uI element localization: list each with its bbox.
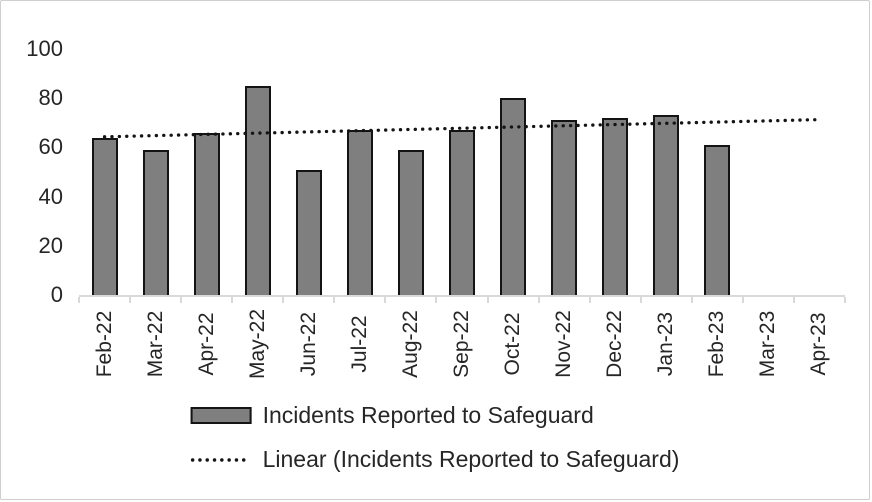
x-axis-tick	[282, 297, 285, 303]
x-axis-tick	[639, 297, 642, 303]
bar-Apr-22	[193, 132, 220, 295]
x-axis-tick	[792, 297, 795, 303]
x-tick-label-Apr-23: Apr-23	[807, 312, 831, 376]
dotted-line-swatch	[190, 457, 252, 462]
x-tick-label-Feb-22: Feb-22	[92, 310, 116, 378]
x-axis-tick	[537, 297, 540, 303]
x-tick-label-Dec-22: Dec-22	[603, 310, 627, 378]
x-tick-label-Feb-23: Feb-23	[705, 310, 729, 378]
x-axis-tick	[486, 297, 489, 303]
x-tick-label-Oct-22: Oct-22	[501, 312, 525, 376]
legend-item-bars: Incidents Reported to Safeguard	[190, 402, 594, 429]
y-tick-label: 20	[38, 232, 63, 258]
y-tick-label: 80	[38, 85, 63, 111]
x-axis-tick	[844, 297, 846, 303]
x-tick-label-Jan-23: Jan-23	[654, 311, 678, 377]
x-axis-tick	[588, 297, 591, 303]
x-tick-label-Apr-22: Apr-22	[194, 312, 218, 376]
x-tick-label-Mar-22: Mar-22	[143, 310, 167, 378]
legend-item-trendline: Linear (Incidents Reported to Safeguard)	[190, 446, 680, 473]
y-tick-label: 60	[38, 134, 63, 160]
y-tick-label: 0	[50, 282, 63, 307]
bar-Jun-22	[295, 169, 322, 295]
x-axis-tick	[690, 297, 693, 303]
x-tick-label-Sep-22: Sep-22	[450, 310, 473, 378]
bar-Sep-22	[449, 130, 475, 295]
bar-Jul-22	[346, 130, 373, 295]
x-axis-tick	[78, 297, 80, 303]
bar-May-22	[244, 85, 271, 295]
x-axis-tick	[435, 297, 438, 303]
bar-Feb-23	[704, 144, 731, 295]
y-tick-label: 40	[38, 183, 63, 209]
plot-area	[79, 49, 845, 297]
bar-Jan-23	[653, 115, 680, 295]
bar-Aug-22	[397, 149, 424, 295]
x-tick-label-May-22: May-22	[245, 308, 269, 380]
y-tick-label: 100	[26, 36, 63, 61]
x-tick-label-Jun-22: Jun-22	[296, 311, 320, 377]
bar-Nov-22	[551, 120, 578, 295]
x-axis-tick	[384, 297, 387, 303]
x-tick-label-Nov-22: Nov-22	[552, 310, 576, 378]
x-tick-label-Jul-22: Jul-22	[347, 315, 371, 373]
linear-trendline	[102, 117, 822, 139]
legend-label-bars: Incidents Reported to Safeguard	[262, 402, 594, 428]
legend-label-trendline: Linear (Incidents Reported to Safeguard)	[262, 446, 680, 472]
x-axis-tick	[741, 297, 744, 303]
x-axis-tick	[333, 297, 336, 303]
legend: Incidents Reported to Safeguard Linear (…	[190, 402, 680, 473]
x-tick-label-Mar-23: Mar-23	[756, 310, 780, 378]
bar-Oct-22	[500, 98, 527, 295]
x-axis-tick	[129, 297, 132, 303]
bar-Feb-22	[91, 137, 118, 295]
bar-Dec-22	[602, 117, 629, 295]
x-axis-tick	[231, 297, 234, 303]
bar-Mar-22	[142, 149, 169, 295]
x-axis-tick	[180, 297, 183, 303]
x-tick-label-Aug-22: Aug-22	[398, 310, 422, 378]
bar-series-swatch	[190, 407, 252, 424]
